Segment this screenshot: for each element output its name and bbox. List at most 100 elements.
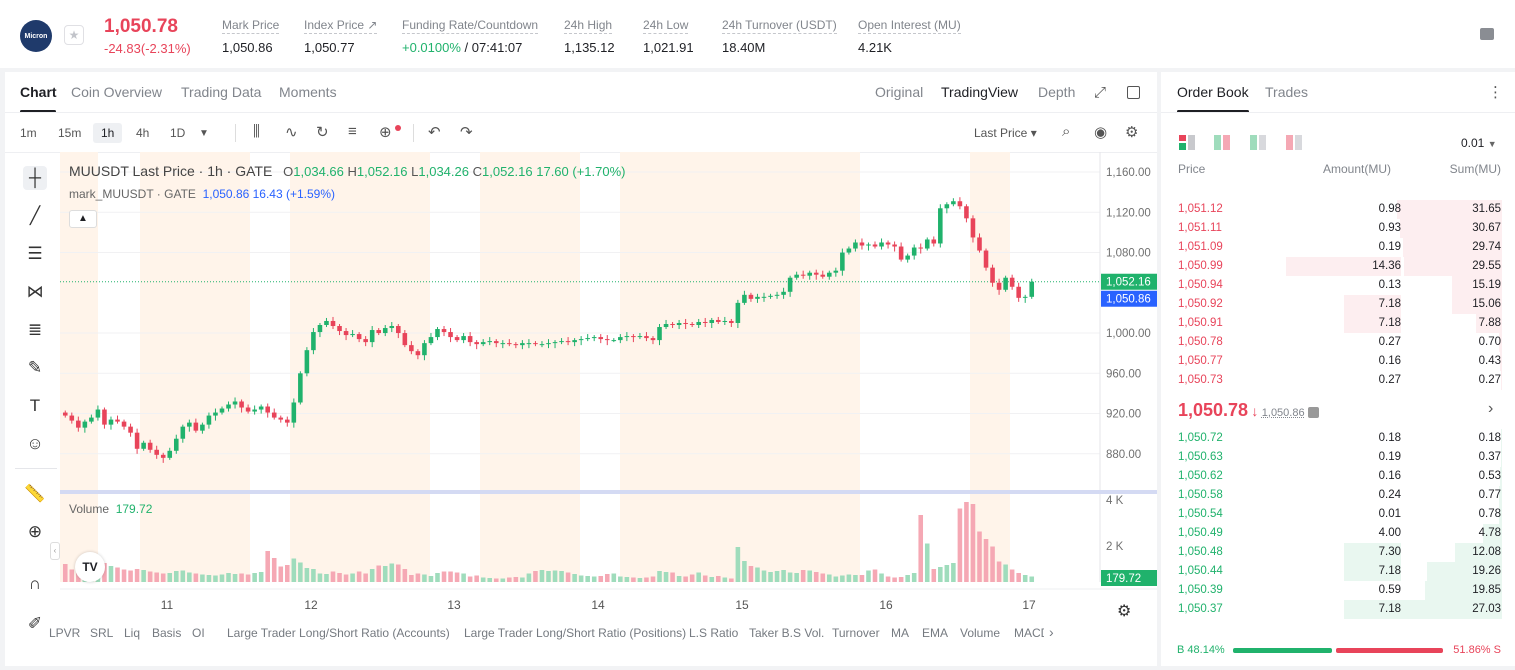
templates-icon[interactable]: ≡	[348, 123, 357, 140]
ask-row[interactable]: 1,050.77 0.16 0.43	[1161, 352, 1515, 371]
ind-oi[interactable]: OI	[192, 626, 205, 640]
bid-row[interactable]: 1,050.54 0.01 0.78	[1161, 505, 1515, 524]
zoom-icon[interactable]: ⊕	[27, 522, 43, 541]
candle-body	[187, 422, 192, 427]
brush-icon[interactable]: ✎	[27, 358, 43, 377]
tab-moments[interactable]: Moments	[279, 84, 337, 100]
ruler-icon[interactable]: 📏	[24, 484, 46, 503]
view-depth[interactable]: Depth	[1038, 84, 1076, 100]
ask-row[interactable]: 1,051.12 0.98 31.65	[1161, 200, 1515, 219]
bid-row[interactable]: 1,050.72 0.18 0.18	[1161, 429, 1515, 448]
layout-split-icon[interactable]	[1214, 135, 1230, 150]
chevron-right-icon[interactable]: ›	[1049, 624, 1054, 640]
more-icon[interactable]: ⋮	[1488, 84, 1503, 101]
horizontal-lines-icon[interactable]: ☰	[27, 244, 43, 263]
ind-turnover[interactable]: Turnover	[832, 626, 880, 640]
tf-15m[interactable]: 15m	[58, 126, 82, 140]
volume-bar	[990, 546, 995, 582]
tradingview-logo[interactable]: TV	[75, 552, 105, 582]
ind-volume[interactable]: Volume	[960, 626, 1001, 640]
replay-icon[interactable]: ↻	[316, 124, 329, 141]
bid-row[interactable]: 1,050.39 0.59 19.85	[1161, 581, 1515, 600]
expand-icon[interactable]: ⤢	[1094, 84, 1107, 101]
bid-row[interactable]: 1,050.63 0.19 0.37	[1161, 448, 1515, 467]
layout-bids-icon[interactable]	[1250, 135, 1266, 150]
ind-liq[interactable]: Liq	[124, 626, 141, 640]
tab-trading-data[interactable]: Trading Data	[181, 84, 262, 100]
layout-both-icon[interactable]	[1179, 135, 1195, 150]
camera-icon[interactable]: ◉	[1094, 124, 1108, 141]
ind-taker[interactable]: Taker B.S Vol.	[749, 626, 825, 640]
tab-chart[interactable]: Chart	[20, 84, 57, 100]
chart-settings-icon[interactable]: ⚙	[1117, 603, 1132, 620]
fib-icon[interactable]: ≣	[27, 320, 43, 339]
add-alert-icon[interactable]: ⊕	[379, 124, 392, 141]
ask-row[interactable]: 1,050.91 7.18 7.88	[1161, 314, 1515, 333]
collapse-legend-button[interactable]: ▲	[69, 210, 97, 228]
window-icon[interactable]	[1127, 86, 1140, 99]
search-icon[interactable]: ⌕	[1062, 123, 1071, 140]
price-source-select[interactable]: Last Price ▾	[974, 126, 1037, 140]
ind-macd[interactable]: MACD	[1014, 626, 1044, 640]
bid-row[interactable]: 1,050.62 0.16 0.53	[1161, 467, 1515, 486]
volume-bar	[964, 502, 969, 582]
magnet-icon[interactable]: ∩	[28, 574, 42, 593]
pencil-icon[interactable]: ✐	[27, 614, 43, 633]
ask-row[interactable]: 1,051.11 0.93 30.67	[1161, 219, 1515, 238]
undo-icon[interactable]: ↶	[428, 124, 441, 141]
ind-srl[interactable]: SRL	[90, 626, 114, 640]
ind-ls-positions[interactable]: Large Trader Long/Short Ratio (Positions…	[464, 626, 687, 640]
collapse-sidebar-icon[interactable]: ‹	[50, 542, 60, 560]
ind-ls-accounts[interactable]: Large Trader Long/Short Ratio (Accounts)	[227, 626, 450, 640]
text-icon[interactable]: T	[29, 396, 41, 415]
candle-body	[467, 336, 473, 343]
candle-body	[206, 415, 212, 425]
chevron-right-icon[interactable]: ›	[1488, 400, 1494, 417]
tab-coin-overview[interactable]: Coin Overview	[71, 84, 163, 100]
ind-ma[interactable]: MA	[891, 626, 909, 640]
bid-row[interactable]: 1,050.58 0.24 0.77	[1161, 486, 1515, 505]
ask-row[interactable]: 1,050.94 0.13 15.19	[1161, 276, 1515, 295]
ask-row[interactable]: 1,050.92 7.18 15.06	[1161, 295, 1515, 314]
volume-bar	[800, 570, 806, 582]
order-amount: 4.00	[1378, 527, 1401, 539]
pattern-icon[interactable]: ⋈	[26, 282, 44, 301]
precision-select[interactable]: 0.01 ▼	[1461, 136, 1497, 150]
ind-basis[interactable]: Basis	[152, 626, 182, 640]
volume-bar	[500, 578, 506, 582]
trend-line-icon[interactable]: ╱	[29, 206, 41, 225]
ind-ls-ratio[interactable]: L.S Ratio	[689, 626, 739, 640]
ask-row[interactable]: 1,050.78 0.27 0.70	[1161, 333, 1515, 352]
bid-row[interactable]: 1,050.48 7.30 12.08	[1161, 543, 1515, 562]
tab-trades[interactable]: Trades	[1265, 84, 1309, 100]
ask-row[interactable]: 1,050.73 0.27 0.27	[1161, 371, 1515, 390]
view-original[interactable]: Original	[875, 84, 924, 100]
book-icon[interactable]	[1480, 28, 1494, 40]
price-chart[interactable]: 1,160.00 1,120.00 1,080.00 1,000.00 960.00 92…	[60, 152, 1157, 647]
ask-row[interactable]: 1,050.99 14.36 29.55	[1161, 257, 1515, 276]
ask-row[interactable]: 1,051.09 0.19 29.74	[1161, 238, 1515, 257]
tf-1d[interactable]: 1D	[170, 126, 186, 140]
favorite-star-icon[interactable]: ★	[64, 25, 84, 45]
order-amount: 0.27	[1378, 336, 1401, 348]
ind-lpvr[interactable]: LPVR	[49, 626, 81, 640]
candle-type-icon[interactable]: ⫼	[253, 123, 260, 140]
redo-icon[interactable]: ↷	[460, 124, 473, 141]
layout-asks-icon[interactable]	[1286, 135, 1302, 150]
tab-order-book[interactable]: Order Book	[1177, 84, 1249, 100]
gear-icon[interactable]: ⚙	[1125, 124, 1139, 141]
indicators-icon[interactable]: ∿	[285, 124, 298, 141]
ind-ema[interactable]: EMA	[922, 626, 949, 640]
tf-dropdown-icon[interactable]: ▼	[199, 128, 209, 139]
tf-1m[interactable]: 1m	[20, 126, 37, 140]
mid-price-row[interactable]: 1,050.78 ↓ 1,050.86	[1178, 400, 1319, 421]
tf-1h[interactable]: 1h	[93, 123, 123, 143]
bid-row[interactable]: 1,050.49 4.00 4.78	[1161, 524, 1515, 543]
bid-row[interactable]: 1,050.37 7.18 27.03	[1161, 600, 1515, 619]
tf-4h[interactable]: 4h	[136, 126, 150, 140]
bid-row[interactable]: 1,050.44 7.18 19.26	[1161, 562, 1515, 581]
index-price-stat[interactable]: Index Price ↗ 1,050.77	[304, 18, 378, 55]
emoji-icon[interactable]: ☺	[26, 434, 44, 453]
crosshair-icon[interactable]: ┼	[23, 166, 47, 190]
view-tradingview[interactable]: TradingView	[941, 84, 1019, 100]
